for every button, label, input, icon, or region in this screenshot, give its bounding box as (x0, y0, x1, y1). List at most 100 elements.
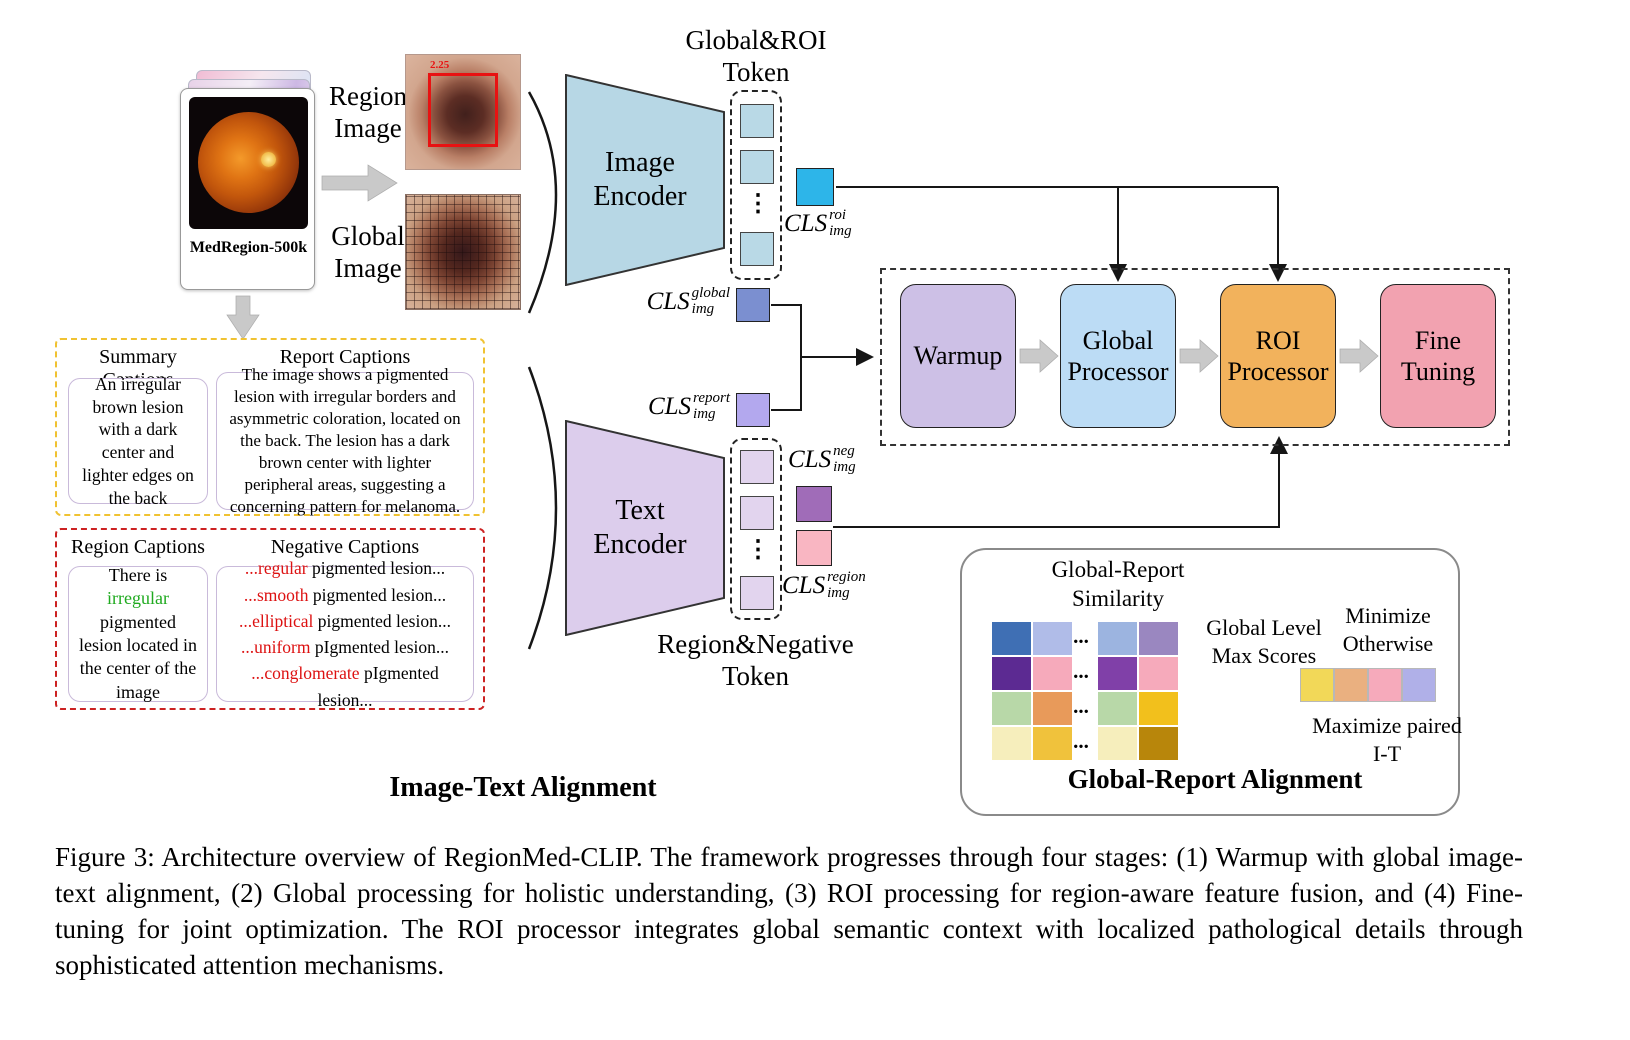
text-token (740, 496, 774, 530)
text-encoder-shape (565, 419, 725, 637)
ellipsis-icon: ⋮ (746, 537, 770, 563)
cls-roi-sub: img (829, 222, 852, 239)
summary-caption-box: An irregular brown lesion with a dark ce… (68, 374, 208, 508)
negative-line: ...elliptical pigmented lesion... (239, 610, 451, 631)
cls-region-label: CLS region img (782, 569, 902, 602)
dataset-label: MedRegion-500k (189, 239, 308, 256)
color-cell (1033, 622, 1072, 655)
stage-fine-tuning: Fine Tuning (1380, 284, 1496, 428)
color-cell (1139, 692, 1178, 725)
fundus-image (189, 97, 308, 229)
cls-roi-base: CLS (784, 209, 828, 237)
global-report-alignment-title: Global-Report Alignment (1067, 764, 1363, 794)
text-token (740, 450, 774, 484)
ellipsis-icon: ⋮ (746, 191, 770, 217)
arrow-right-icon (321, 164, 398, 202)
region-negative-panel (55, 528, 485, 710)
cls-report-square (736, 393, 770, 427)
region-caption-text: There is irregular pigmented lesion loca… (78, 564, 198, 704)
cls-region-square (796, 530, 832, 566)
text-encoder: Text Encoder (565, 419, 725, 637)
cls-global-sub: img (691, 300, 715, 317)
color-cell (992, 692, 1031, 725)
cls-roi-square (796, 168, 834, 206)
cls-report-label: CLS report img (614, 390, 730, 423)
stage-roi-processor: ROI Processor (1220, 284, 1336, 428)
cls-global-square (736, 288, 770, 322)
negative-caption-box: ...regular pigmented lesion... ...smooth… (216, 558, 474, 710)
cls-global-sup: global (691, 285, 730, 301)
region-caption-rest: pigmented lesion located in the center o… (79, 611, 197, 702)
region-caption-pre: There is (108, 564, 168, 585)
brace-images-to-image-encoder (527, 91, 558, 314)
summary-report-panel (55, 338, 485, 516)
figure-caption: Figure 3: Architecture overview of Regio… (55, 842, 1523, 980)
image-token-stack: ⋮ (730, 90, 782, 280)
negative-captions-title: Negative Captions (270, 536, 420, 558)
stage-global-processor: Global Processor (1060, 284, 1176, 428)
stage-pipeline-container (880, 268, 1510, 446)
color-cell (1098, 692, 1137, 725)
color-cell (1098, 727, 1137, 760)
cls-report-sub: img (693, 405, 716, 422)
color-cell (1300, 668, 1334, 702)
cls-neg-sup: neg (833, 443, 855, 459)
negative-caption-lines: ...regular pigmented lesion... ...smooth… (226, 555, 464, 713)
wire-region-to-roi-processor (833, 436, 1288, 528)
color-cell (1139, 622, 1178, 655)
color-cell (1139, 657, 1178, 690)
cls-roi-label: CLS roi img (784, 207, 894, 240)
region-image: 2.25 (405, 54, 521, 170)
global-report-similarity-title: Global-Report Similarity (1051, 557, 1185, 611)
text-token-stack: ⋮ (730, 438, 782, 620)
similarity-grid-right (1098, 622, 1178, 760)
cls-report-base: CLS (647, 392, 692, 420)
max-scores-label: Global Level Max Scores (1206, 615, 1322, 668)
color-cell (1334, 668, 1368, 702)
text-token (740, 576, 774, 610)
region-caption-highlight: irregular (107, 588, 169, 609)
similarity-grid-left (992, 622, 1072, 760)
cls-region-base: CLS (782, 571, 826, 599)
color-cell (1033, 692, 1072, 725)
image-token (740, 150, 774, 184)
global-image-label: Global Image (331, 221, 405, 284)
fundus-globe (198, 112, 299, 213)
color-cell (992, 657, 1031, 690)
global-roi-token-title: Global&ROI Token (685, 25, 827, 88)
image-encoder-shape (565, 73, 725, 287)
cls-roi-sup: roi (829, 207, 847, 223)
cls-region-sup: region (827, 569, 866, 585)
negative-line: ...conglomerate pIgmented lesion... (251, 663, 439, 710)
roi-box-score-label: 2.25 (430, 59, 450, 71)
optic-disc-icon (261, 152, 276, 167)
region-negative-token-title: Region&Negative Token (657, 629, 854, 692)
arrow-down-icon (226, 295, 260, 340)
image-text-alignment-label: Image-Text Alignment (389, 772, 657, 803)
cls-neg-square (796, 486, 832, 522)
color-cell (1098, 622, 1137, 655)
grid-dots: ... (1073, 694, 1089, 718)
report-caption-box: The image shows a pigmented lesion with … (216, 365, 474, 516)
roi-bounding-box (428, 73, 498, 147)
dataset-card: MedRegion-500k (180, 88, 315, 290)
wire-global-report-junction (771, 304, 802, 411)
cls-neg-base: CLS (788, 445, 832, 473)
cls-report-sup: report (693, 390, 730, 406)
grid-dots: ... (1073, 729, 1089, 753)
region-captions-title: Region Captions (71, 536, 205, 558)
maximize-label: Maximize paired I-T (1312, 713, 1462, 766)
region-image-label: Region Image (329, 81, 407, 144)
color-cell (1033, 727, 1072, 760)
grid-dots: ... (1073, 624, 1089, 648)
color-cell (1368, 668, 1402, 702)
cls-global-base: CLS (646, 287, 690, 315)
cls-neg-sub: img (833, 458, 856, 475)
text-encoder-label: Text Encoder (593, 495, 687, 560)
image-token (740, 232, 774, 266)
negative-line: ...regular pigmented lesion... (244, 558, 446, 579)
report-captions-title: Report Captions (279, 346, 411, 368)
image-token (740, 104, 774, 138)
color-cell (992, 727, 1031, 760)
